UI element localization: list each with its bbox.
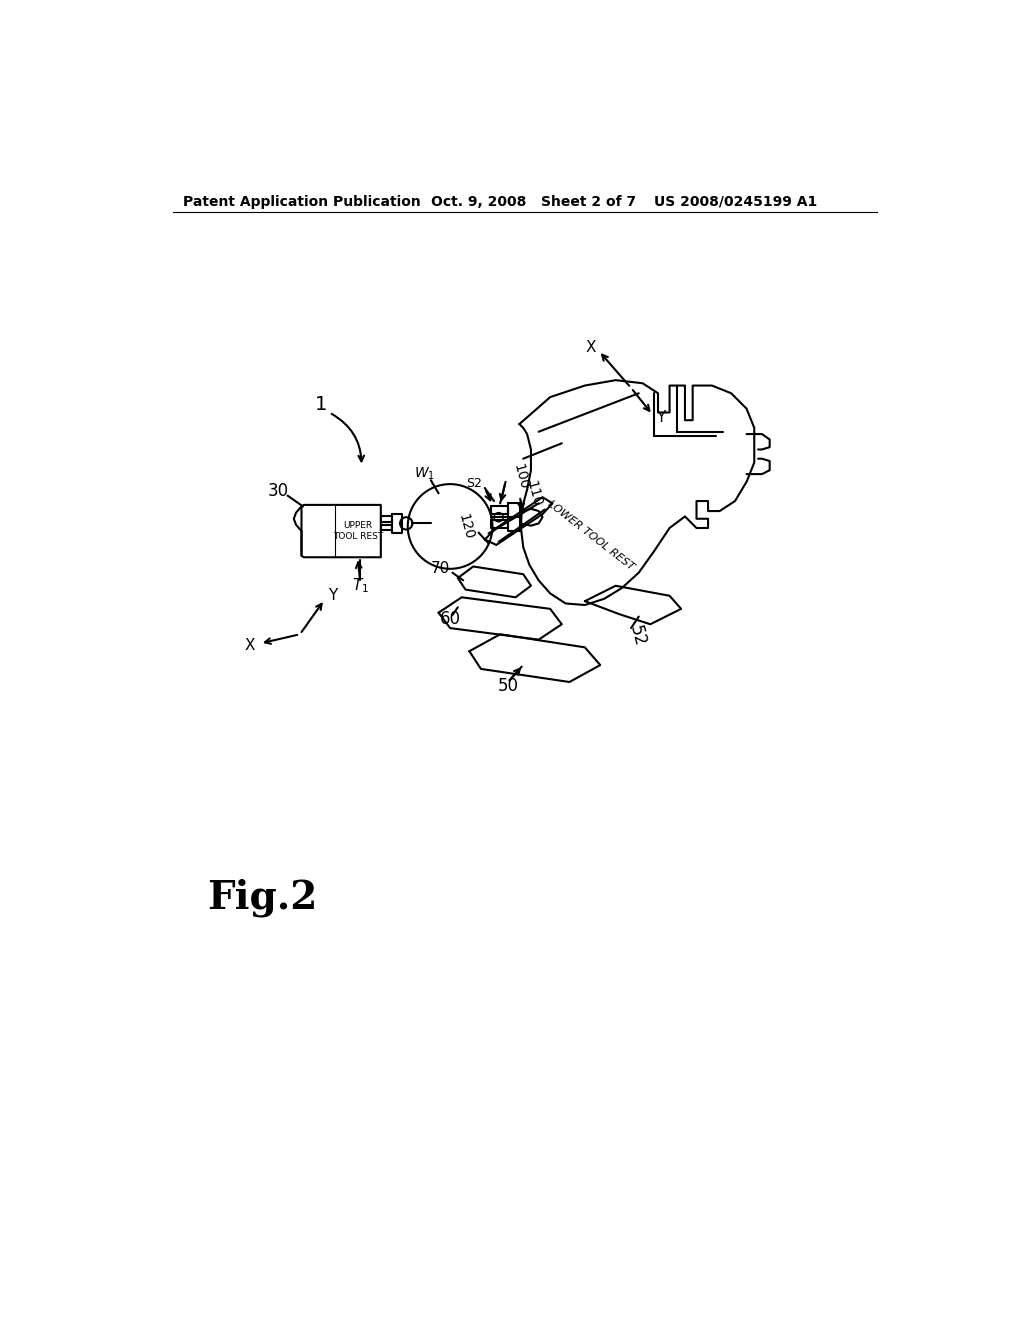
Text: 70: 70 (431, 561, 451, 577)
Text: 100: 100 (510, 462, 530, 491)
Text: UPPER
TOOL REST: UPPER TOOL REST (333, 521, 383, 541)
Text: Fig.2: Fig.2 (208, 878, 317, 917)
Text: 30: 30 (268, 482, 289, 500)
Text: Patent Application Publication: Patent Application Publication (183, 194, 421, 209)
Text: Y: Y (655, 409, 665, 425)
Text: 52: 52 (626, 623, 648, 648)
Text: 50: 50 (498, 677, 518, 694)
Text: 110: 110 (523, 479, 544, 508)
Text: X: X (585, 341, 596, 355)
Text: 60: 60 (439, 610, 461, 628)
Text: 120: 120 (456, 512, 475, 541)
Text: US 2008/0245199 A1: US 2008/0245199 A1 (654, 194, 817, 209)
Text: Oct. 9, 2008   Sheet 2 of 7: Oct. 9, 2008 Sheet 2 of 7 (431, 194, 636, 209)
Text: $W_1$: $W_1$ (415, 466, 435, 482)
Text: 1: 1 (315, 395, 328, 414)
Text: Y: Y (328, 589, 337, 603)
Text: X: X (245, 638, 255, 652)
Text: S2: S2 (466, 477, 481, 490)
Text: $T_1$: $T_1$ (351, 577, 369, 595)
Text: LOWER TOOL REST: LOWER TOOL REST (546, 499, 636, 573)
